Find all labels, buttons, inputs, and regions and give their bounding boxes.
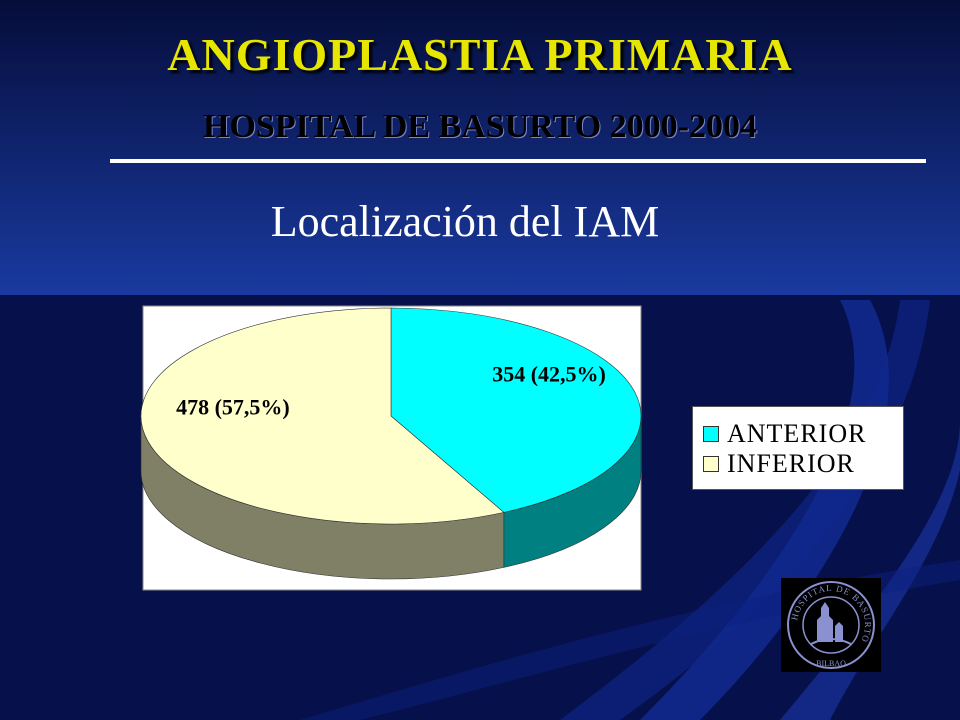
slide-title: ANGIOPLASTIA PRIMARIA (167, 29, 793, 80)
seal-bottom-text: BILBAO (816, 659, 846, 668)
chart-heading: Localización del IAM (270, 197, 660, 246)
pie-group: 354 (42,5%) 478 (57,5%) (140, 307, 642, 580)
hospital-subtitle: HOSPITAL DE BASURTO 2000-2004 (203, 108, 757, 145)
legend-swatch-anterior (703, 426, 719, 442)
chart-legend: ANTERIOR INFERIOR (692, 406, 904, 490)
title-divider (110, 159, 926, 163)
data-label-inferior: 478 (57,5%) (176, 394, 290, 419)
legend-label-inferior: INFERIOR (727, 449, 855, 478)
legend-item-anterior: ANTERIOR (703, 419, 866, 449)
legend-swatch-inferior (703, 456, 719, 472)
data-label-anterior: 354 (42,5%) (492, 362, 606, 387)
legend-label-anterior: ANTERIOR (727, 419, 867, 448)
pie-slice-inferior (140, 307, 505, 525)
pie-slice-anterior (390, 307, 642, 513)
hospital-seal-icon: HOSPITAL DE BASURTO BILBAO (781, 578, 881, 672)
legend-item-inferior: INFERIOR (703, 449, 855, 479)
